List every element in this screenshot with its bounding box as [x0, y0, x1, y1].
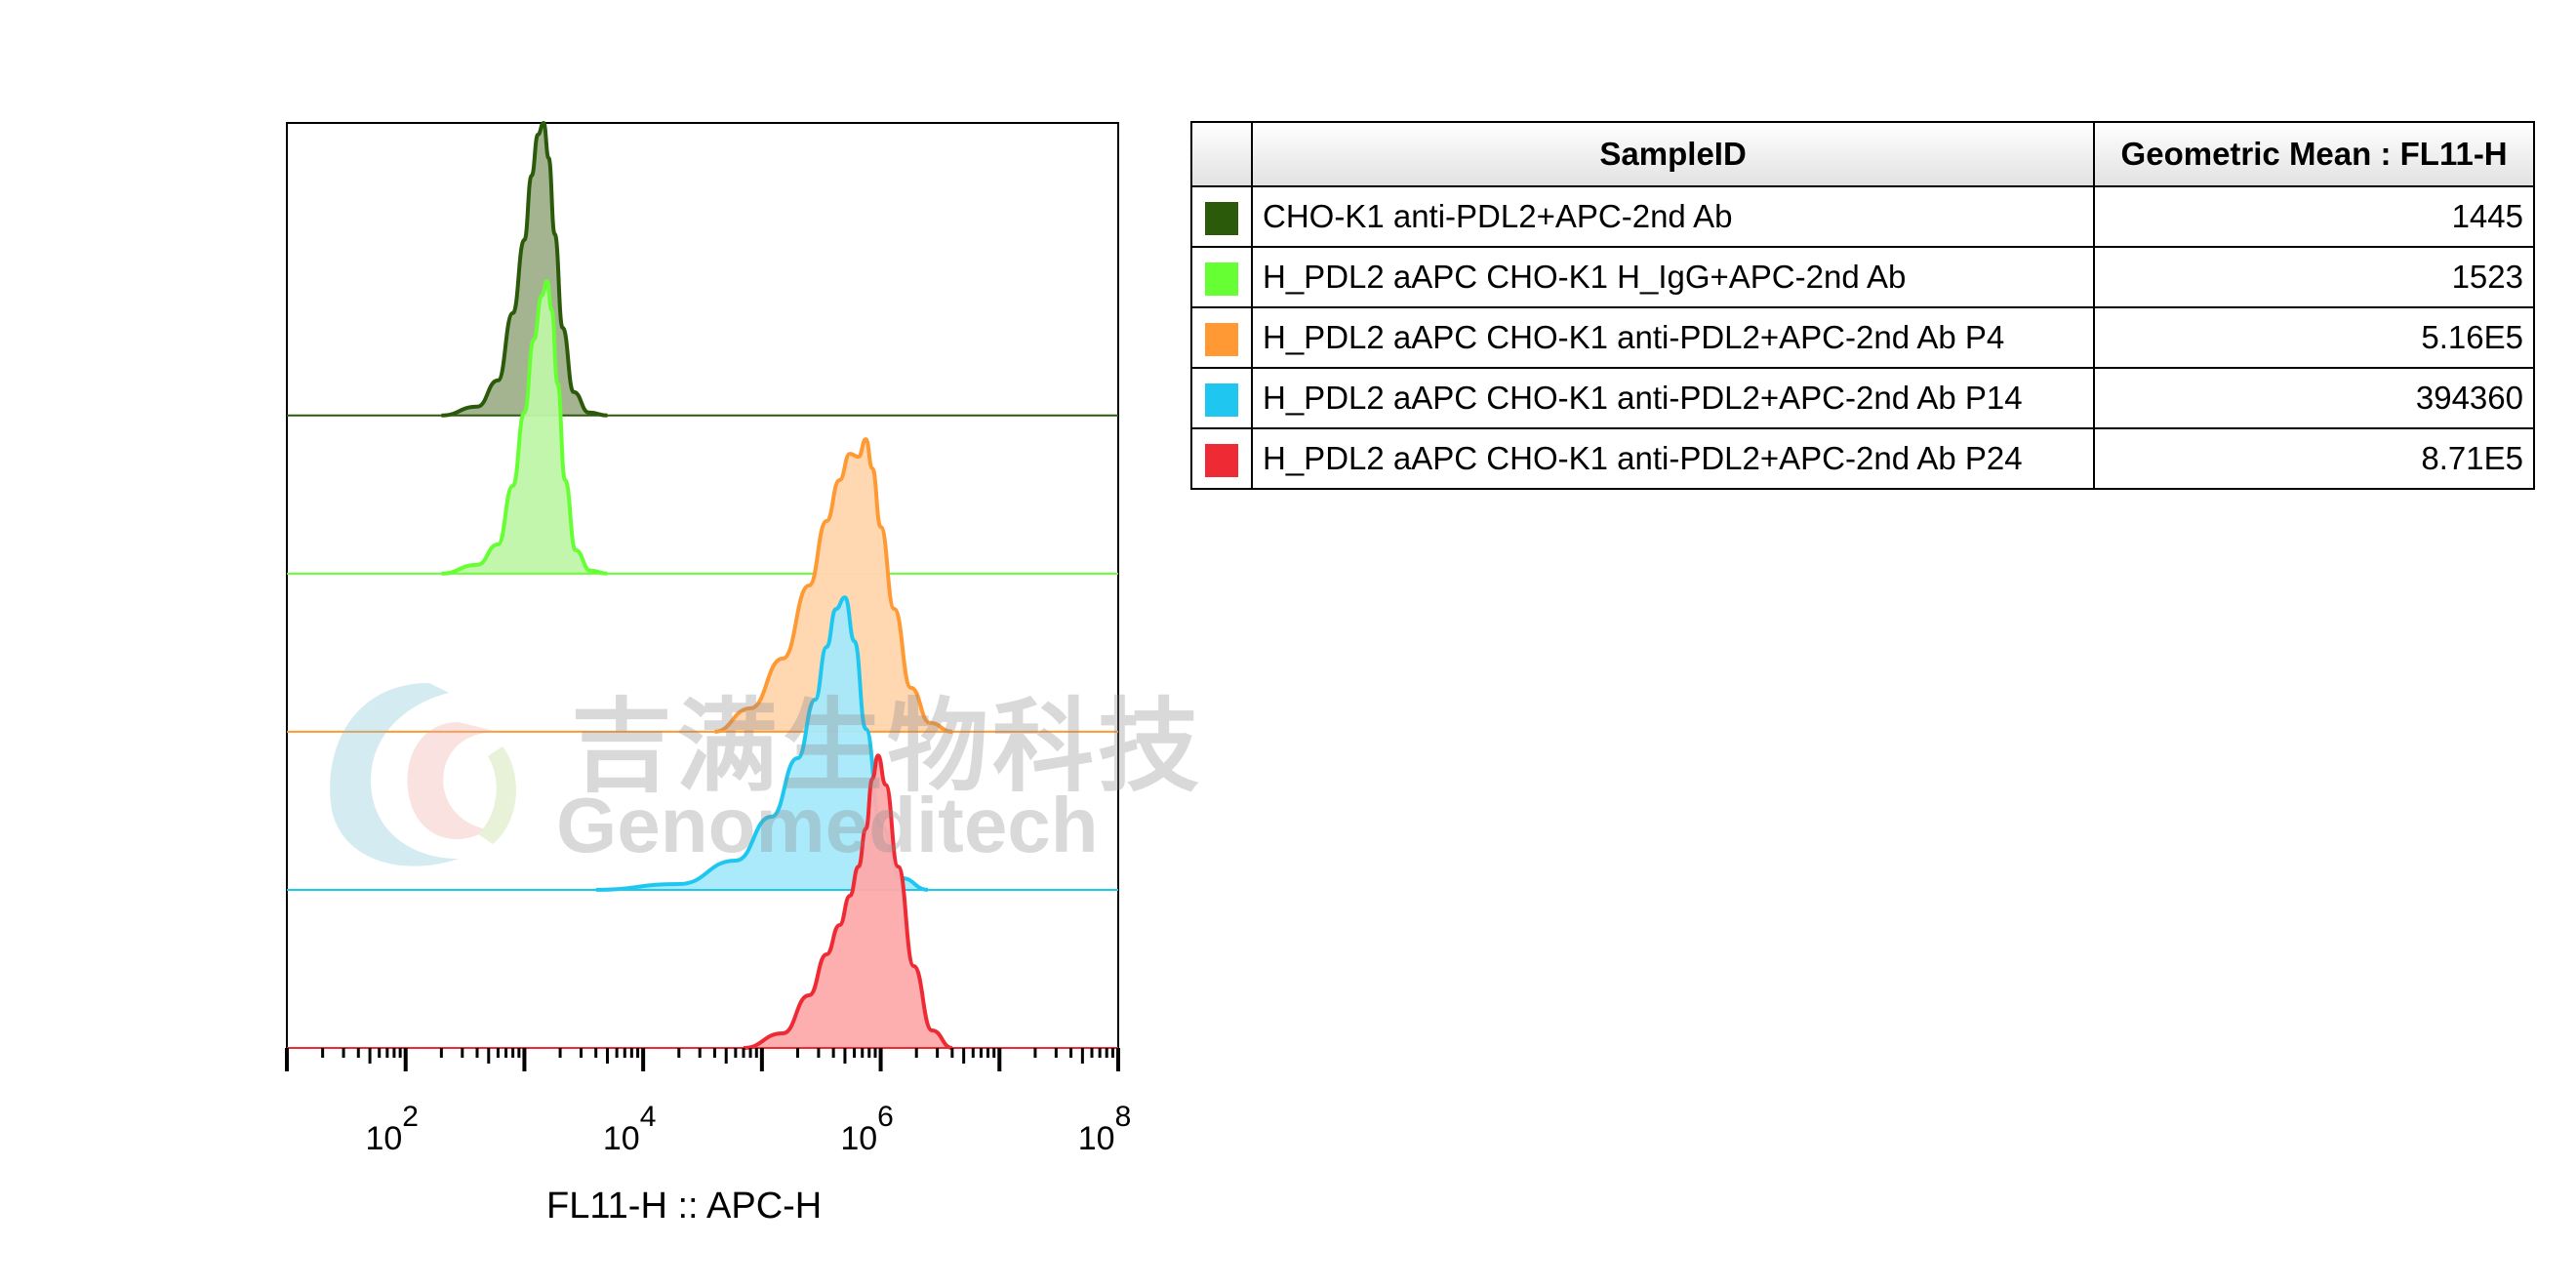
- table-body: CHO-K1 anti-PDL2+APC-2nd Ab 1445 H_PDL2 aA…: [1190, 185, 2535, 490]
- x-tick-exponent: 2: [402, 1101, 419, 1133]
- series-line: [714, 437, 953, 734]
- table-header-row: SampleID Geometric Mean : FL11-H: [1190, 121, 2535, 187]
- series-line: [441, 121, 608, 418]
- swatch-cell: [1190, 306, 1253, 369]
- watermark-cn-text: 吉满生物科技: [571, 691, 1204, 804]
- geometric-mean-cell: 1523: [2093, 246, 2535, 308]
- x-tick-base: 10: [603, 1120, 640, 1157]
- series-fill: [441, 123, 608, 416]
- geometric-mean-header: Geometric Mean : FL11-H: [2093, 121, 2535, 187]
- swatch-cell: [1190, 185, 1253, 248]
- histogram-plot: 102 104 106 108 FL11-H :: APC-H: [0, 0, 1171, 1288]
- x-tick-exponent: 4: [640, 1101, 657, 1133]
- sample-table: SampleID Geometric Mean : FL11-H CHO-K1 …: [1190, 121, 2535, 490]
- x-tick-exponent: 6: [877, 1101, 894, 1133]
- geometric-mean-cell: 8.71E5: [2093, 427, 2535, 490]
- sample-id-header: SampleID: [1250, 121, 2096, 187]
- swatch-header: [1190, 121, 1253, 187]
- table-row: H_PDL2 aAPC CHO-K1 anti-PDL2+APC-2nd Ab …: [1190, 427, 2535, 490]
- color-swatch: [1205, 444, 1238, 478]
- x-tick-label: 106: [840, 1101, 894, 1157]
- color-swatch: [1205, 323, 1238, 357]
- color-swatch: [1205, 202, 1238, 236]
- x-tick-base: 10: [1078, 1120, 1115, 1157]
- x-tick-label: 102: [365, 1101, 419, 1157]
- geometric-mean-cell: 394360: [2093, 367, 2535, 429]
- sample-id-cell: H_PDL2 aAPC CHO-K1 anti-PDL2+APC-2nd Ab …: [1250, 306, 2096, 369]
- swatch-cell: [1190, 427, 1253, 490]
- watermark-en-text: Genomeditech: [556, 782, 1099, 868]
- watermark-logo-icon: [330, 683, 516, 866]
- sample-id-cell: CHO-K1 anti-PDL2+APC-2nd Ab: [1250, 185, 2096, 248]
- x-tick-exponent: 8: [1115, 1101, 1132, 1133]
- x-tick-base: 10: [365, 1120, 402, 1157]
- color-swatch: [1205, 262, 1238, 297]
- table-row: H_PDL2 aAPC CHO-K1 anti-PDL2+APC-2nd Ab …: [1190, 306, 2535, 369]
- x-tick-label: 108: [1078, 1101, 1132, 1157]
- table-row: CHO-K1 anti-PDL2+APC-2nd Ab 1445: [1190, 185, 2535, 248]
- series-fill: [714, 439, 952, 732]
- plot-frame: [286, 122, 1119, 1049]
- geometric-mean-cell: 5.16E5: [2093, 306, 2535, 369]
- series-fill: [595, 597, 928, 890]
- table-row: H_PDL2 aAPC CHO-K1 H_IgG+APC-2nd Ab 1523: [1190, 246, 2535, 308]
- x-axis-label: FL11-H :: APC-H: [546, 1186, 823, 1227]
- swatch-cell: [1190, 246, 1253, 308]
- series-fill: [441, 281, 608, 574]
- series-line: [743, 753, 953, 1050]
- sample-id-cell: H_PDL2 aAPC CHO-K1 anti-PDL2+APC-2nd Ab …: [1250, 427, 2096, 490]
- x-tick-base: 10: [840, 1120, 877, 1157]
- sample-id-cell: H_PDL2 aAPC CHO-K1 anti-PDL2+APC-2nd Ab …: [1250, 367, 2096, 429]
- series-line: [441, 279, 608, 576]
- watermark: 吉满生物科技 Genomeditech: [312, 664, 1199, 888]
- table-row: H_PDL2 aAPC CHO-K1 anti-PDL2+APC-2nd Ab …: [1190, 367, 2535, 429]
- sample-id-cell: H_PDL2 aAPC CHO-K1 H_IgG+APC-2nd Ab: [1250, 246, 2096, 308]
- x-tick-label: 104: [603, 1101, 657, 1157]
- color-swatch: [1205, 383, 1238, 418]
- geometric-mean-cell: 1445: [2093, 185, 2535, 248]
- swatch-cell: [1190, 367, 1253, 429]
